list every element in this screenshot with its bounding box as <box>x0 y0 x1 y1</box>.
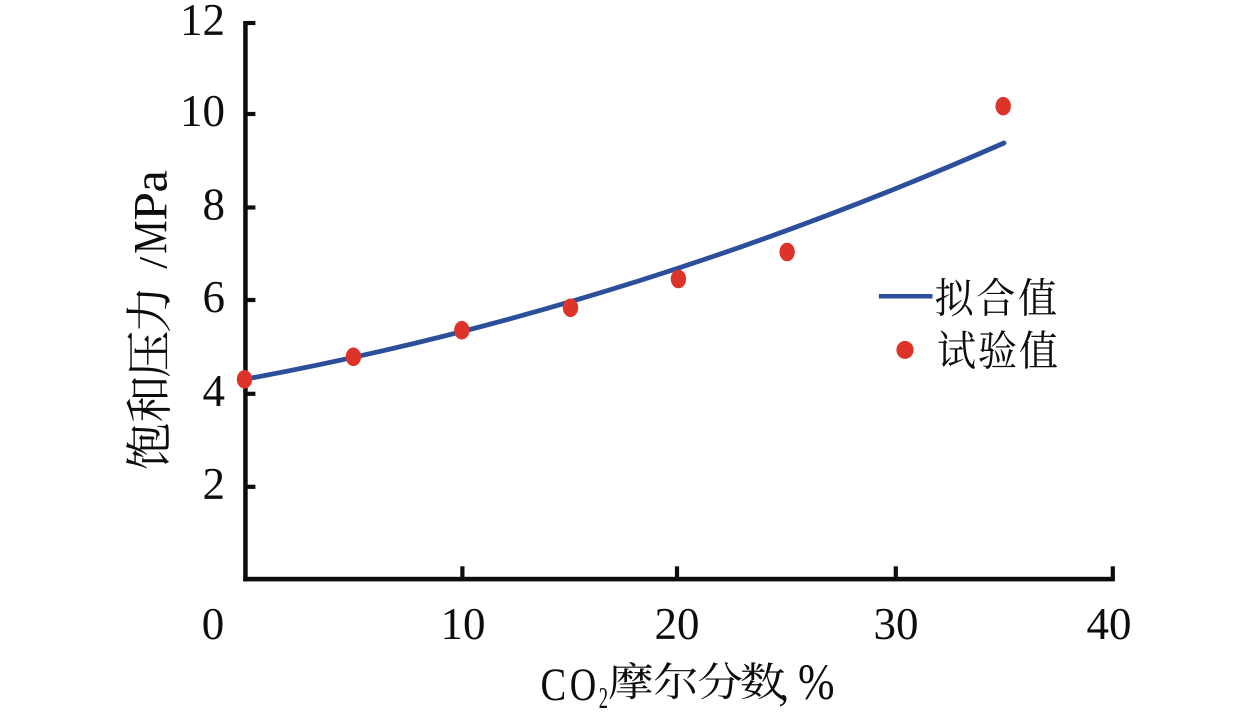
svg-text:C: C <box>541 660 567 711</box>
svg-text:0: 0 <box>202 599 225 649</box>
svg-text:2: 2 <box>203 459 226 509</box>
svg-text:2: 2 <box>599 680 608 715</box>
svg-text:10: 10 <box>180 86 225 136</box>
svg-text:%: % <box>798 655 835 711</box>
svg-text:6: 6 <box>203 272 226 322</box>
svg-text:/: / <box>131 256 175 268</box>
svg-text:10: 10 <box>441 599 486 649</box>
svg-text:P: P <box>123 192 177 221</box>
svg-text:O: O <box>570 659 596 711</box>
svg-text:30: 30 <box>874 599 919 649</box>
svg-text:a: a <box>123 170 177 193</box>
svg-text:M: M <box>125 220 177 253</box>
svg-text:40: 40 <box>1087 599 1132 649</box>
svg-text:12: 12 <box>180 0 225 45</box>
svg-text:,: , <box>778 660 789 709</box>
svg-text:8: 8 <box>203 180 226 230</box>
svg-text:4: 4 <box>203 366 226 416</box>
svg-text:20: 20 <box>655 599 700 649</box>
